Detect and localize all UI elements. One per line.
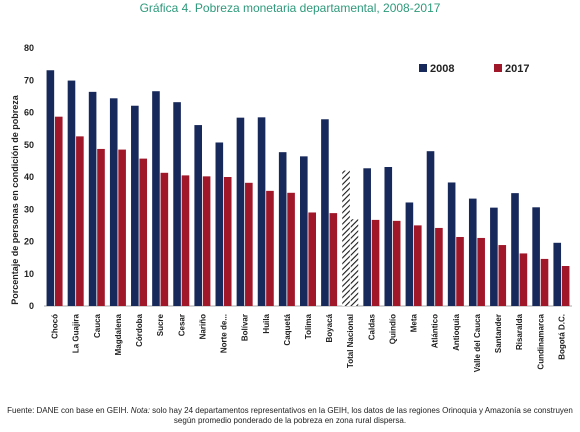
bar-2008-4 [131,105,139,306]
x-tick-label: Santander [494,314,503,353]
x-tick-label: Cauca [93,313,102,338]
bar-2017-24 [561,266,570,306]
y-tick-label: 40 [24,172,34,182]
x-tick-label: Caldas [367,313,376,340]
bar-2017-18 [435,227,443,306]
x-tick-label: Boyacá [325,313,334,342]
bar-2008-6 [173,102,181,307]
bar-2017-4 [139,158,148,306]
x-tick-label: Quindío [388,314,397,344]
x-tick-label: Huila [262,313,271,333]
bar-2008-17 [405,202,414,306]
legend-swatch-2008 [419,64,427,72]
bar-2017-14 [350,219,359,306]
y-tick-label: 30 [24,204,34,214]
bar-2017-15 [371,219,380,306]
y-axis-label: Porcentaje de personas en condición de p… [10,94,20,305]
y-tick-label: 80 [24,43,34,53]
x-tick-label: Atlántico [431,314,440,348]
x-tick-label: Valle del Cauca [473,313,482,372]
y-tick-label: 20 [24,237,34,247]
chart-title: Gráfica 4. Pobreza monetaria departament… [139,1,441,15]
bar-2017-20 [477,237,485,306]
x-tick-label: Chocó [51,314,60,339]
bar-2017-6 [181,175,190,306]
x-tick-label: Antioquia [452,313,461,350]
x-tick-label: Nariño [198,314,207,339]
bar-2008-18 [426,151,435,306]
bar-2008-13 [321,119,329,307]
bar-2017-3 [118,149,126,306]
bar-2008-22 [511,193,519,307]
legend: 2008 2017 [419,63,529,75]
x-tick-label: Cesar [177,314,186,336]
bar-2008-2 [88,91,97,306]
bar-2008-1 [67,80,76,306]
bar-2017-9 [245,182,253,306]
bar-chart: 0 10 20 30 40 50 60 70 80 Porcentaje de personas… [10,43,572,372]
x-tick-label: Cundinamarca [536,313,545,369]
bar-2017-22 [519,253,528,306]
nota-label: Nota: [130,406,150,415]
legend-swatch-2017 [494,64,502,72]
bar-2008-21 [490,207,498,306]
x-tick-label: Risaralda [515,313,524,350]
bar-2017-17 [414,225,422,307]
bar-2008-24 [553,242,562,306]
y-tick-label: 0 [29,301,34,311]
bar-2008-10 [257,117,266,306]
legend-label-2017: 2017 [505,63,529,75]
bars [46,70,570,307]
bar-2008-8 [215,142,224,306]
x-tick-label: Norte de... [220,314,229,353]
bar-2008-5 [152,91,160,306]
bar-2008-9 [236,117,245,306]
bar-2017-8 [223,177,232,306]
bar-2008-16 [384,167,393,306]
bar-2017-7 [202,176,211,306]
bar-2008-19 [447,182,456,306]
bar-2008-11 [278,152,287,306]
x-tick-label: Bogotá D.C. [557,314,566,360]
x-tick-label: Tolima [304,313,313,339]
y-tick-label: 70 [24,75,34,85]
bar-2017-11 [287,192,295,306]
y-tick-label: 60 [24,108,34,118]
x-tick-label: Magdalena [114,313,123,355]
bar-2017-16 [392,220,401,306]
bar-2008-0 [46,70,55,306]
x-tick-label: La Guajira [72,313,81,353]
x-tick-label: Sucre [156,313,165,336]
x-tick-label: Meta [410,313,419,332]
y-tick-label: 50 [24,140,34,150]
x-axis-tick-labels: Chocó La Guajira Cauca Magdalena Córdoba Sucr… [51,313,567,372]
y-tick-label: 10 [24,269,34,279]
bar-2017-2 [97,148,105,306]
bar-2008-23 [532,207,540,306]
x-tick-label: Córdoba [135,313,144,346]
bar-2008-20 [468,198,477,306]
x-tick-label: Total Nacional [346,314,355,368]
bar-2017-1 [76,136,84,306]
x-tick-label: Caquetá [283,313,292,345]
bar-2017-10 [266,190,274,306]
bar-2017-12 [308,212,316,306]
y-axis: 0 10 20 30 40 50 60 70 80 [24,43,572,311]
bar-2008-15 [363,168,371,306]
bar-2008-7 [194,125,202,306]
bar-2017-21 [498,245,507,306]
bar-2017-23 [540,258,549,306]
bar-2017-19 [456,236,464,306]
source-prefix: Fuente: DANE con base en GEIH. [7,406,131,415]
bar-2017-0 [54,116,63,306]
source-note: Fuente: DANE con base en GEIH. Nota: sol… [2,406,578,426]
bar-2008-12 [300,156,308,306]
x-tick-label: Bolívar [241,314,250,341]
source-text: solo hay 24 departamentos representativo… [149,406,573,425]
bar-2017-5 [160,172,169,306]
bar-2008-14 [342,170,350,306]
legend-label-2008: 2008 [430,63,454,75]
bar-2008-3 [109,98,118,306]
bar-2017-13 [329,213,338,306]
